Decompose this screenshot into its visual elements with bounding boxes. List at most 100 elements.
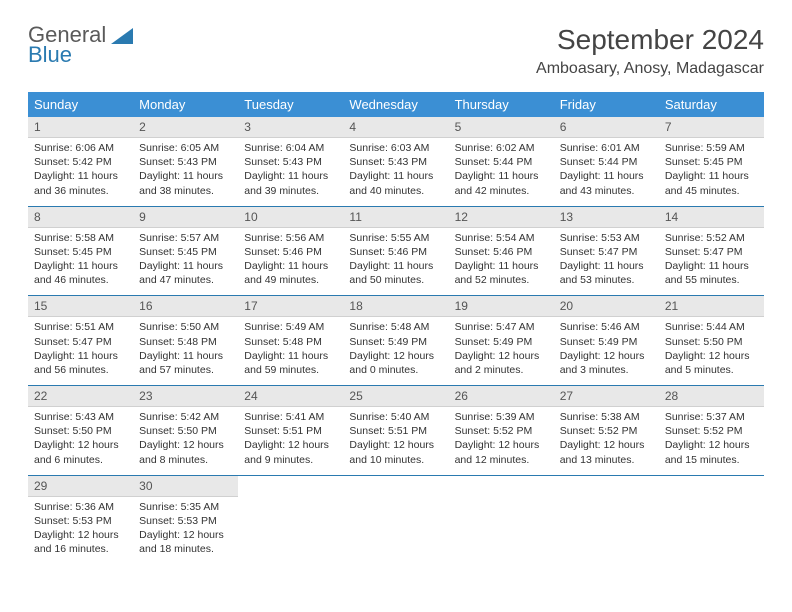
day-number: 25 <box>343 386 448 407</box>
sunset-line: Sunset: 5:43 PM <box>244 155 337 169</box>
calendar-row: 8Sunrise: 5:58 AMSunset: 5:45 PMDaylight… <box>28 206 764 296</box>
calendar-cell: 18Sunrise: 5:48 AMSunset: 5:49 PMDayligh… <box>343 296 448 386</box>
sunset-line: Sunset: 5:43 PM <box>139 155 232 169</box>
sunrise-line: Sunrise: 5:56 AM <box>244 231 337 245</box>
day-number: 22 <box>28 386 133 407</box>
calendar-cell: 14Sunrise: 5:52 AMSunset: 5:47 PMDayligh… <box>659 206 764 296</box>
daylight-line: Daylight: 12 hours and 5 minutes. <box>665 349 758 377</box>
location: Amboasary, Anosy, Madagascar <box>536 60 764 78</box>
daylight-line: Daylight: 12 hours and 3 minutes. <box>560 349 653 377</box>
calendar-head: SundayMondayTuesdayWednesdayThursdayFrid… <box>28 92 764 117</box>
calendar-cell: 7Sunrise: 5:59 AMSunset: 5:45 PMDaylight… <box>659 117 764 206</box>
day-body: Sunrise: 6:04 AMSunset: 5:43 PMDaylight:… <box>238 138 343 206</box>
daylight-line: Daylight: 12 hours and 18 minutes. <box>139 528 232 556</box>
calendar-cell: 8Sunrise: 5:58 AMSunset: 5:45 PMDaylight… <box>28 206 133 296</box>
day-number: 13 <box>554 207 659 228</box>
calendar-cell: 25Sunrise: 5:40 AMSunset: 5:51 PMDayligh… <box>343 386 448 476</box>
daylight-line: Daylight: 12 hours and 0 minutes. <box>349 349 442 377</box>
day-number: 3 <box>238 117 343 138</box>
calendar-row: 15Sunrise: 5:51 AMSunset: 5:47 PMDayligh… <box>28 296 764 386</box>
sunrise-line: Sunrise: 6:03 AM <box>349 141 442 155</box>
day-number: 12 <box>449 207 554 228</box>
calendar-row: 22Sunrise: 5:43 AMSunset: 5:50 PMDayligh… <box>28 386 764 476</box>
day-body: Sunrise: 5:55 AMSunset: 5:46 PMDaylight:… <box>343 228 448 296</box>
calendar-cell: 3Sunrise: 6:04 AMSunset: 5:43 PMDaylight… <box>238 117 343 206</box>
day-body: Sunrise: 5:50 AMSunset: 5:48 PMDaylight:… <box>133 317 238 385</box>
sunset-line: Sunset: 5:52 PM <box>665 424 758 438</box>
daylight-line: Daylight: 11 hours and 52 minutes. <box>455 259 548 287</box>
calendar-table: SundayMondayTuesdayWednesdayThursdayFrid… <box>28 92 764 564</box>
calendar-cell: 16Sunrise: 5:50 AMSunset: 5:48 PMDayligh… <box>133 296 238 386</box>
daylight-line: Daylight: 12 hours and 10 minutes. <box>349 438 442 466</box>
sunrise-line: Sunrise: 5:44 AM <box>665 320 758 334</box>
calendar-cell <box>554 475 659 564</box>
calendar-cell: 27Sunrise: 5:38 AMSunset: 5:52 PMDayligh… <box>554 386 659 476</box>
sunset-line: Sunset: 5:49 PM <box>455 335 548 349</box>
day-body: Sunrise: 5:41 AMSunset: 5:51 PMDaylight:… <box>238 407 343 475</box>
calendar-row: 1Sunrise: 6:06 AMSunset: 5:42 PMDaylight… <box>28 117 764 206</box>
sunrise-line: Sunrise: 5:39 AM <box>455 410 548 424</box>
day-body: Sunrise: 5:36 AMSunset: 5:53 PMDaylight:… <box>28 497 133 565</box>
day-number: 6 <box>554 117 659 138</box>
daylight-line: Daylight: 12 hours and 15 minutes. <box>665 438 758 466</box>
calendar-cell: 22Sunrise: 5:43 AMSunset: 5:50 PMDayligh… <box>28 386 133 476</box>
sunrise-line: Sunrise: 5:43 AM <box>34 410 127 424</box>
sunrise-line: Sunrise: 5:52 AM <box>665 231 758 245</box>
sunrise-line: Sunrise: 5:37 AM <box>665 410 758 424</box>
daylight-line: Daylight: 11 hours and 57 minutes. <box>139 349 232 377</box>
day-number: 18 <box>343 296 448 317</box>
day-number: 5 <box>449 117 554 138</box>
daylight-line: Daylight: 11 hours and 40 minutes. <box>349 169 442 197</box>
sunset-line: Sunset: 5:49 PM <box>349 335 442 349</box>
day-number: 10 <box>238 207 343 228</box>
calendar-cell: 2Sunrise: 6:05 AMSunset: 5:43 PMDaylight… <box>133 117 238 206</box>
day-body: Sunrise: 6:06 AMSunset: 5:42 PMDaylight:… <box>28 138 133 206</box>
sunset-line: Sunset: 5:44 PM <box>455 155 548 169</box>
day-body: Sunrise: 5:42 AMSunset: 5:50 PMDaylight:… <box>133 407 238 475</box>
weekday-header: Monday <box>133 92 238 117</box>
calendar-cell: 17Sunrise: 5:49 AMSunset: 5:48 PMDayligh… <box>238 296 343 386</box>
day-body: Sunrise: 5:59 AMSunset: 5:45 PMDaylight:… <box>659 138 764 206</box>
calendar-cell: 9Sunrise: 5:57 AMSunset: 5:45 PMDaylight… <box>133 206 238 296</box>
sunrise-line: Sunrise: 5:51 AM <box>34 320 127 334</box>
weekday-header: Sunday <box>28 92 133 117</box>
sunset-line: Sunset: 5:42 PM <box>34 155 127 169</box>
day-body: Sunrise: 5:54 AMSunset: 5:46 PMDaylight:… <box>449 228 554 296</box>
logo-triangle-icon <box>111 28 133 48</box>
sunset-line: Sunset: 5:43 PM <box>349 155 442 169</box>
day-number: 29 <box>28 476 133 497</box>
sunrise-line: Sunrise: 6:06 AM <box>34 141 127 155</box>
sunset-line: Sunset: 5:51 PM <box>244 424 337 438</box>
calendar-cell <box>449 475 554 564</box>
sunrise-line: Sunrise: 5:58 AM <box>34 231 127 245</box>
sunrise-line: Sunrise: 5:35 AM <box>139 500 232 514</box>
sunset-line: Sunset: 5:53 PM <box>139 514 232 528</box>
calendar-cell: 10Sunrise: 5:56 AMSunset: 5:46 PMDayligh… <box>238 206 343 296</box>
sunrise-line: Sunrise: 5:47 AM <box>455 320 548 334</box>
daylight-line: Daylight: 12 hours and 13 minutes. <box>560 438 653 466</box>
calendar-cell: 15Sunrise: 5:51 AMSunset: 5:47 PMDayligh… <box>28 296 133 386</box>
sunset-line: Sunset: 5:44 PM <box>560 155 653 169</box>
day-number: 20 <box>554 296 659 317</box>
day-body: Sunrise: 5:56 AMSunset: 5:46 PMDaylight:… <box>238 228 343 296</box>
day-body: Sunrise: 5:43 AMSunset: 5:50 PMDaylight:… <box>28 407 133 475</box>
day-number: 11 <box>343 207 448 228</box>
day-body: Sunrise: 5:47 AMSunset: 5:49 PMDaylight:… <box>449 317 554 385</box>
calendar-cell: 21Sunrise: 5:44 AMSunset: 5:50 PMDayligh… <box>659 296 764 386</box>
daylight-line: Daylight: 12 hours and 6 minutes. <box>34 438 127 466</box>
sunset-line: Sunset: 5:46 PM <box>349 245 442 259</box>
sunset-line: Sunset: 5:45 PM <box>139 245 232 259</box>
sunset-line: Sunset: 5:45 PM <box>34 245 127 259</box>
calendar-cell: 1Sunrise: 6:06 AMSunset: 5:42 PMDaylight… <box>28 117 133 206</box>
sunrise-line: Sunrise: 5:50 AM <box>139 320 232 334</box>
weekday-header: Tuesday <box>238 92 343 117</box>
month-title: September 2024 <box>536 24 764 56</box>
day-number: 7 <box>659 117 764 138</box>
title-block: September 2024 Amboasary, Anosy, Madagas… <box>536 24 764 78</box>
daylight-line: Daylight: 11 hours and 49 minutes. <box>244 259 337 287</box>
daylight-line: Daylight: 12 hours and 16 minutes. <box>34 528 127 556</box>
sunrise-line: Sunrise: 6:04 AM <box>244 141 337 155</box>
calendar-body: 1Sunrise: 6:06 AMSunset: 5:42 PMDaylight… <box>28 117 764 564</box>
sunset-line: Sunset: 5:46 PM <box>455 245 548 259</box>
sunset-line: Sunset: 5:49 PM <box>560 335 653 349</box>
